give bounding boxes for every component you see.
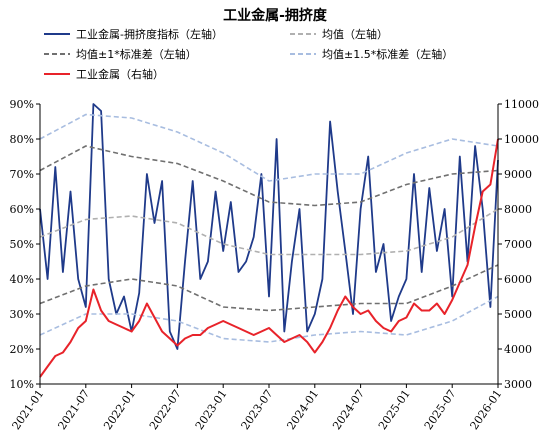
series-line-crowding <box>39 103 499 350</box>
series-line-price <box>39 138 499 378</box>
legend-label-price: 工业金属（右轴） <box>76 67 164 81</box>
y-right-tick-label: 10000 <box>504 133 539 146</box>
x-tick-label: 2024-07 <box>330 387 367 432</box>
x-tick-label: 2022-07 <box>147 387 184 432</box>
x-tick-label: 2026-01 <box>468 387 505 432</box>
legend-label-crowding: 工业金属-拥挤度指标（左轴） <box>76 27 223 41</box>
x-tick-label: 2025-07 <box>422 387 459 432</box>
y-left-tick-label: 70% <box>10 168 34 181</box>
y-left-tick-label: 50% <box>10 238 34 251</box>
x-tick-label: 2025-01 <box>376 387 413 432</box>
legend-label-mean: 均值（左轴） <box>322 27 388 41</box>
y-left-tick-label: 10% <box>10 378 34 391</box>
y-left-tick-label: 40% <box>10 273 34 286</box>
legend: 工业金属-拥挤度指标（左轴） 均值（左轴） 均值±1*标准差（左轴） 均值±1.5*标… <box>44 27 453 81</box>
y-left-tick-label: 30% <box>10 308 34 321</box>
y-right-tick-label: 7000 <box>504 238 532 251</box>
series-line-band15-upper <box>39 113 499 182</box>
series-line-band15-lower <box>39 295 499 343</box>
x-tick-label: 2022-01 <box>101 387 138 432</box>
y-right-tick-label: 8000 <box>504 203 532 216</box>
chart-title: 工业金属-拥挤度 <box>223 7 328 24</box>
y-right-tick-label: 5000 <box>504 308 532 321</box>
legend-label-band1: 均值±1*标准差（左轴） <box>76 47 197 61</box>
x-tick-label: 2023-07 <box>239 387 276 432</box>
y-right-tick-label: 6000 <box>504 273 532 286</box>
y-left-tick-label: 80% <box>10 133 34 146</box>
x-tick-label: 2021-07 <box>55 387 92 432</box>
y-right-tick-label: 3000 <box>504 378 532 391</box>
legend-label-band15: 均值±1.5*标准差（左轴） <box>322 47 453 61</box>
y-left-tick-label: 90% <box>10 98 34 111</box>
y-left-tick-label: 20% <box>10 343 34 356</box>
y-right-tick-label: 4000 <box>504 343 532 356</box>
axes: 10% 20% 30% 40% 50% 60% 70% 80% 90% 3000 4000 5000 6… <box>10 98 539 432</box>
y-right-tick-label: 9000 <box>504 168 532 181</box>
y-right-tick-label: 11000 <box>504 98 539 111</box>
x-tick-label: 2023-01 <box>193 387 230 432</box>
x-tick-label: 2021-01 <box>10 387 47 432</box>
series-line-band1-lower <box>39 264 499 312</box>
x-tick-label: 2024-01 <box>284 387 321 432</box>
series-line-band1-upper <box>39 145 499 207</box>
y-left-tick-label: 60% <box>10 203 34 216</box>
series-line-mean <box>39 208 499 256</box>
plot-area <box>39 103 499 378</box>
